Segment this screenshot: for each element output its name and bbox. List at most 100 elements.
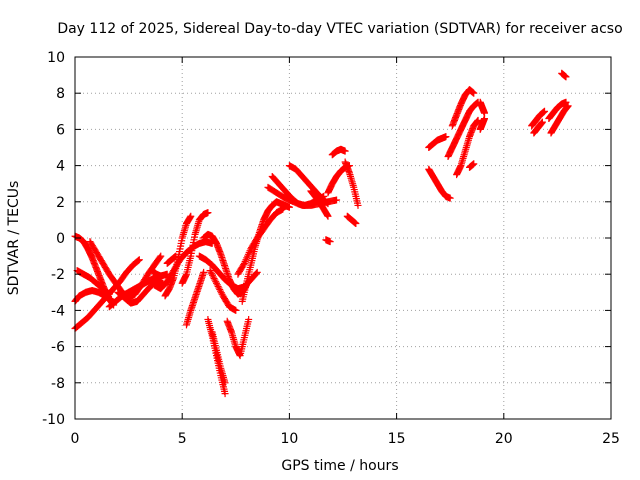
- data-point-marker: [217, 289, 225, 297]
- x-tick-label: 25: [602, 431, 620, 447]
- data-point-marker: [253, 268, 261, 276]
- data-point-marker: [134, 257, 142, 265]
- data-series-segment: [307, 187, 332, 220]
- data-point-marker: [135, 256, 143, 264]
- data-point-marker: [322, 198, 330, 206]
- data-point-marker: [240, 261, 248, 269]
- data-series-segment: [528, 107, 549, 130]
- x-tick-label: 0: [71, 431, 80, 447]
- y-tick-label: 8: [56, 86, 65, 102]
- data-point-marker: [204, 209, 212, 217]
- data-series-segment: [547, 102, 572, 137]
- data-point-marker: [324, 212, 332, 220]
- data-point-marker: [324, 200, 332, 208]
- data-point-marker: [470, 89, 478, 97]
- data-series-segment: [182, 268, 208, 329]
- data-series-segment: [223, 315, 253, 360]
- data-point-marker: [232, 306, 240, 314]
- data-series-segment: [178, 209, 212, 287]
- ticks-layer: 0 5 10 15 20 25 -10 -8 -6 -4 -2 0 2 4 6 8 10: [42, 50, 620, 447]
- y-tick-label: -8: [51, 376, 65, 392]
- data-point-marker: [323, 199, 331, 207]
- data-series-segment: [234, 205, 287, 278]
- data-point-marker: [562, 73, 570, 81]
- data-point-marker: [354, 201, 362, 209]
- data-series-segment: [425, 165, 454, 202]
- y-tick-label: -2: [51, 267, 65, 283]
- data-series-segment: [476, 98, 489, 117]
- data-series-segment: [322, 236, 334, 246]
- grid-layer: [75, 57, 611, 419]
- data-series-segment: [448, 86, 478, 130]
- data-point-marker: [481, 115, 489, 123]
- data-series-segment: [71, 286, 115, 305]
- data-series-segment: [163, 252, 180, 267]
- data-point-marker: [215, 284, 223, 292]
- data-series-segment: [545, 98, 570, 123]
- data-series-segment: [206, 267, 240, 314]
- y-tick-label: 2: [56, 195, 65, 211]
- data-point-marker: [213, 279, 221, 287]
- data-point-marker: [221, 379, 229, 387]
- data-point-marker: [208, 271, 216, 279]
- data-series-segment: [425, 133, 450, 151]
- data-series-segment: [114, 277, 167, 307]
- points-layer: [71, 69, 572, 398]
- data-point-marker: [211, 276, 219, 284]
- data-point-marker: [245, 315, 253, 323]
- data-series-segment: [465, 160, 478, 171]
- data-point-marker: [209, 273, 217, 281]
- data-series-segment: [453, 116, 482, 179]
- data-point-marker: [352, 220, 360, 228]
- data-point-marker: [541, 107, 549, 115]
- y-tick-label: 10: [47, 50, 65, 66]
- y-tick-label: -6: [51, 340, 65, 356]
- data-point-marker: [213, 281, 221, 289]
- data-point-marker: [157, 272, 165, 280]
- y-tick-label: 0: [56, 231, 65, 247]
- data-point-marker: [538, 118, 546, 126]
- data-point-marker: [187, 212, 195, 220]
- x-tick-label: 20: [495, 431, 513, 447]
- data-point-marker: [206, 267, 214, 275]
- data-point-marker: [341, 147, 349, 155]
- data-series-segment: [341, 158, 362, 209]
- data-point-marker: [208, 270, 216, 278]
- y-axis-label: SDTVAR / TECUs: [6, 181, 22, 296]
- data-point-marker: [156, 253, 164, 261]
- data-series-segment: [530, 118, 546, 137]
- x-tick-label: 5: [178, 431, 187, 447]
- data-series-segment: [328, 145, 349, 159]
- data-point-marker: [135, 256, 143, 264]
- data-point-marker: [207, 268, 215, 276]
- data-point-marker: [279, 205, 287, 213]
- data-point-marker: [214, 282, 222, 290]
- data-point-marker: [326, 238, 334, 246]
- data-point-marker: [210, 274, 218, 282]
- data-series-segment: [73, 267, 113, 298]
- data-point-marker: [252, 269, 260, 277]
- chart-title: Day 112 of 2025, Sidereal Day-to-day VTE…: [57, 21, 622, 37]
- data-series-segment: [161, 212, 195, 300]
- data-series-segment: [558, 69, 570, 81]
- data-point-marker: [221, 390, 229, 398]
- data-point-marker: [564, 102, 572, 110]
- data-point-marker: [200, 268, 208, 276]
- y-tick-label: -4: [51, 303, 65, 319]
- y-tick-label: -10: [42, 412, 65, 428]
- data-point-marker: [216, 286, 224, 294]
- data-point-marker: [285, 203, 293, 211]
- data-point-marker: [157, 252, 165, 260]
- data-series-segment: [476, 115, 489, 133]
- data-series-segment: [343, 212, 360, 228]
- data-point-marker: [470, 160, 478, 168]
- data-point-marker: [218, 290, 226, 298]
- x-tick-label: 10: [280, 431, 298, 447]
- data-point-marker: [442, 133, 450, 141]
- data-point-marker: [212, 278, 220, 286]
- y-tick-label: 4: [56, 159, 65, 175]
- x-axis-label: GPS time / hours: [281, 458, 398, 474]
- data-point-marker: [446, 194, 454, 202]
- data-point-marker: [333, 196, 341, 204]
